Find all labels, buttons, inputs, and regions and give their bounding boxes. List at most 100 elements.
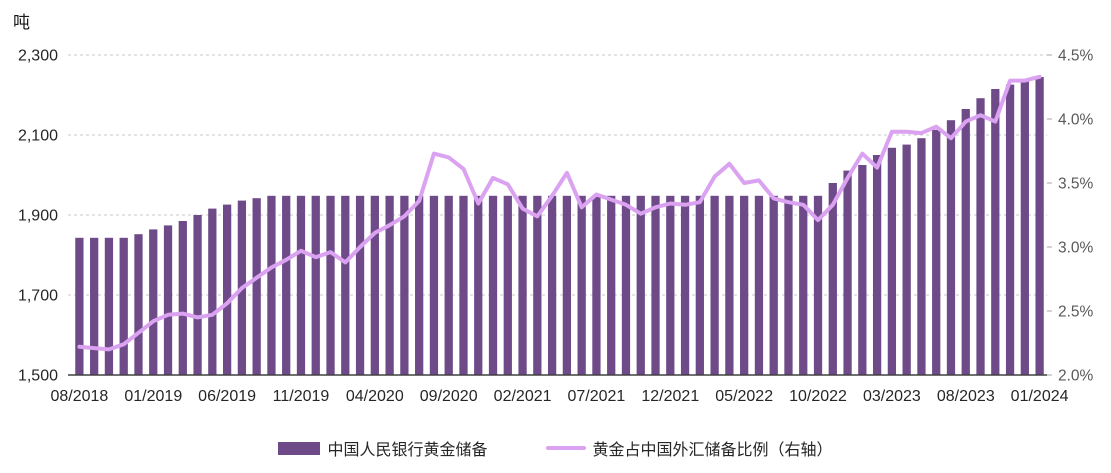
right-axis-tick-label: 3.5% (1058, 176, 1094, 193)
right-axis-labels: 2.0% 2.5% 3.0% 3.5% 4.0% 4.5% (1047, 48, 1094, 385)
bar (976, 98, 985, 375)
bar (725, 195, 734, 375)
bar (902, 144, 911, 375)
bar (355, 195, 365, 375)
bar (385, 195, 394, 375)
left-axis-tick-label: 2,100 (18, 128, 58, 145)
x-axis-tick-label: 01/2024 (1011, 388, 1069, 405)
bar (754, 195, 764, 375)
bar (607, 195, 616, 375)
bar (178, 221, 187, 375)
bar (740, 195, 749, 375)
bar (193, 215, 202, 375)
bar (444, 195, 453, 375)
x-axis-tick-label: 12/2021 (641, 388, 699, 405)
line-series-swatch-icon (545, 446, 586, 450)
legend: 中国人民银行黄金储备 黄金占中国外汇储备比例（右轴） (0, 436, 1111, 460)
bar (695, 195, 704, 375)
bar (370, 195, 379, 375)
bar (488, 195, 498, 375)
bar (1005, 84, 1015, 375)
x-axis-labels: 08/2018 01/2019 06/2019 11/2019 04/2020 09/20… (50, 388, 1068, 405)
bar (858, 165, 867, 375)
bar (651, 195, 660, 375)
y-axis-unit-label: 吨 (13, 13, 30, 32)
x-axis-tick-label: 02/2021 (494, 388, 552, 405)
bar (503, 195, 512, 375)
bar (592, 195, 601, 375)
bar (474, 195, 483, 375)
right-axis-tick-label: 4.0% (1058, 112, 1094, 129)
bar (163, 225, 173, 375)
bar (429, 195, 439, 375)
right-axis-tick-label: 3.0% (1058, 240, 1094, 257)
legend-item-gold-reserves: 中国人民银行黄金储备 (278, 436, 488, 460)
x-axis-tick-label: 05/2022 (715, 388, 773, 405)
legend-bar-label: 中国人民银行黄金储备 (327, 442, 488, 459)
bar (533, 195, 542, 375)
bar (872, 155, 882, 375)
x-axis-tick-label: 11/2019 (273, 388, 330, 405)
bar (208, 208, 217, 375)
bar (813, 195, 823, 375)
legend-item-gold-ratio: 黄金占中国外汇储备比例（右轴） (545, 436, 833, 460)
x-axis-tick-label: 06/2019 (198, 388, 256, 405)
right-axis-tick-label: 2.5% (1058, 304, 1094, 321)
bar (991, 89, 1000, 375)
x-axis-tick-label: 08/2023 (937, 388, 995, 405)
bar (326, 195, 335, 375)
bar (843, 170, 852, 375)
bar (90, 237, 99, 375)
x-axis-tick-label: 01/2019 (124, 388, 182, 405)
bar (267, 195, 276, 375)
bar (1035, 77, 1044, 375)
bar (222, 204, 232, 375)
bars-series (75, 77, 1044, 375)
bar (252, 198, 261, 375)
bar-series-swatch-icon (278, 441, 321, 455)
bar (680, 195, 690, 375)
bar (961, 109, 970, 375)
x-axis-tick-label: 08/2018 (50, 388, 108, 405)
bar (769, 195, 778, 375)
right-axis-tick-label: 4.5% (1058, 48, 1094, 65)
bar (341, 195, 350, 375)
left-axis-tick-label: 1,500 (18, 368, 58, 385)
bar (296, 195, 306, 375)
bar (887, 147, 897, 375)
bar (415, 195, 424, 375)
x-axis-tick-label: 10/2022 (789, 388, 847, 405)
bar (119, 237, 128, 375)
bar (104, 237, 114, 375)
bar (636, 195, 645, 375)
bar (459, 195, 468, 375)
left-axis-tick-label: 1,900 (18, 208, 58, 225)
bar (932, 129, 941, 375)
x-axis-tick-label: 04/2020 (346, 388, 404, 405)
left-axis-tick-label: 1,700 (18, 288, 58, 305)
bar (799, 195, 808, 375)
bar (400, 195, 409, 375)
x-axis-tick-label: 03/2023 (863, 388, 921, 405)
bar (547, 195, 557, 375)
bar (710, 195, 719, 375)
right-axis-tick-label: 2.0% (1058, 368, 1094, 385)
bar (75, 237, 84, 375)
bar (946, 120, 956, 375)
ratio-line (77, 74, 1042, 352)
x-axis-tick-label: 07/2021 (567, 388, 625, 405)
bar (621, 195, 631, 375)
bar (666, 195, 675, 375)
bar (1020, 81, 1029, 375)
bar (917, 138, 926, 375)
left-axis-labels: 1,500 1,700 1,900 2,100 2,300 (18, 48, 58, 385)
bar (134, 234, 143, 375)
left-axis-tick-label: 2,300 (18, 48, 58, 65)
x-axis-tick-label: 09/2020 (420, 388, 478, 405)
bar (828, 183, 837, 375)
bar (149, 229, 158, 375)
bar (784, 195, 793, 375)
legend-line-label: 黄金占中国外汇储备比例（右轴） (592, 442, 833, 459)
